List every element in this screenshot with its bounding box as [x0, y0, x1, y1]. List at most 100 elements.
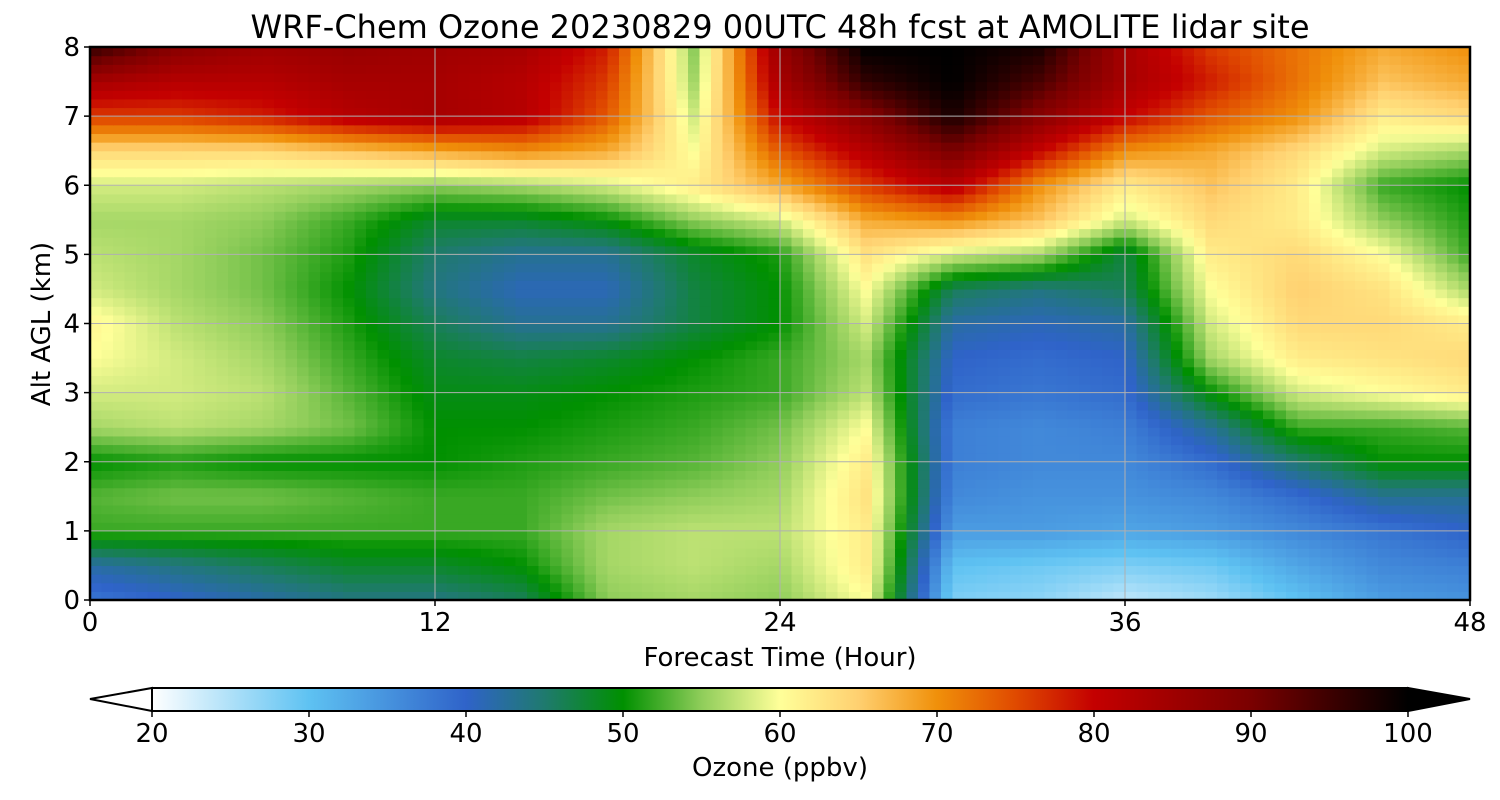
heatmap-cell: [182, 323, 195, 333]
heatmap-cell: [308, 254, 321, 264]
heatmap-cell: [251, 306, 264, 316]
heatmap-cell: [1171, 435, 1184, 446]
heatmap-cell: [688, 263, 701, 273]
heatmap-cell: [423, 271, 436, 281]
heatmap-cell: [1389, 418, 1402, 428]
heatmap-cell: [1401, 556, 1414, 567]
heatmap-cell: [228, 418, 241, 428]
heatmap-cell: [1136, 332, 1149, 342]
heatmap-cell: [1205, 522, 1218, 532]
heatmap-cell: [527, 254, 540, 264]
heatmap-cell: [320, 306, 333, 316]
heatmap-cell: [849, 314, 862, 325]
heatmap-cell: [757, 582, 770, 592]
heatmap-cell: [952, 427, 965, 437]
heatmap-cell: [630, 496, 643, 506]
heatmap-cell: [274, 435, 287, 446]
heatmap-cell: [308, 453, 321, 463]
heatmap-cell: [354, 522, 367, 532]
heatmap-cell: [1010, 314, 1023, 325]
heatmap-cell: [757, 271, 770, 281]
heatmap-cell: [481, 409, 494, 420]
heatmap-cell: [837, 383, 850, 394]
heatmap-cell: [1435, 513, 1448, 523]
heatmap-cell: [688, 461, 701, 471]
heatmap-cell: [941, 306, 954, 316]
heatmap-cell: [1251, 306, 1264, 316]
heatmap-cell: [101, 496, 114, 506]
heatmap-cell: [1033, 582, 1046, 592]
heatmap-cell: [665, 444, 678, 454]
heatmap-cell: [446, 444, 459, 454]
heatmap-cell: [952, 461, 965, 471]
heatmap-cell: [481, 444, 494, 454]
heatmap-cell: [1079, 288, 1092, 299]
heatmap-cell: [1125, 314, 1138, 325]
heatmap-cell: [308, 383, 321, 394]
heatmap-cell: [1159, 522, 1172, 532]
heatmap-cell: [527, 461, 540, 471]
heatmap-cell: [1113, 340, 1126, 351]
heatmap-cell: [515, 340, 528, 351]
heatmap-cell: [481, 496, 494, 506]
heatmap-cell: [573, 263, 586, 273]
heatmap-cell: [964, 366, 977, 376]
heatmap-cell: [366, 280, 379, 290]
heatmap-cell: [860, 349, 873, 359]
heatmap-cell: [101, 565, 114, 575]
heatmap-cell: [826, 539, 839, 549]
heatmap-cell: [1079, 444, 1092, 454]
heatmap-cell: [389, 461, 402, 471]
heatmap-cell: [1056, 487, 1069, 497]
heatmap-cell: [1090, 479, 1103, 489]
heatmap-cell: [757, 591, 770, 600]
heatmap-cell: [1458, 461, 1470, 471]
heatmap-cell: [768, 461, 781, 471]
heatmap-cell: [872, 401, 885, 411]
heatmap-cell: [1366, 513, 1379, 523]
heatmap-cell: [1217, 375, 1230, 385]
heatmap-cell: [1079, 254, 1092, 264]
heatmap-cell: [596, 280, 609, 290]
heatmap-cell: [458, 539, 471, 549]
heatmap-cell: [745, 358, 758, 368]
heatmap-cell: [1113, 591, 1126, 600]
heatmap-cell: [780, 358, 793, 368]
heatmap-cell: [1447, 444, 1460, 454]
heatmap-cell: [1171, 340, 1184, 351]
heatmap-cell: [113, 358, 126, 368]
heatmap-cell: [803, 349, 816, 359]
heatmap-cell: [584, 383, 597, 394]
heatmap-cell: [1205, 263, 1218, 273]
heatmap-cell: [757, 297, 770, 307]
heatmap-cell: [941, 453, 954, 463]
heatmap-cell: [630, 366, 643, 376]
heatmap-cell: [665, 383, 678, 394]
heatmap-cell: [205, 427, 218, 437]
heatmap-cell: [1412, 470, 1425, 480]
heatmap-cell: [1113, 409, 1126, 420]
heatmap-cell: [492, 306, 505, 316]
heatmap-cell: [814, 530, 827, 541]
heatmap-cell: [1320, 340, 1333, 351]
heatmap-cell: [734, 263, 747, 273]
heatmap-cell: [170, 409, 183, 420]
heatmap-cell: [676, 392, 689, 402]
heatmap-cell: [1424, 574, 1437, 584]
heatmap-cell: [504, 513, 517, 523]
heatmap-cell: [1320, 435, 1333, 446]
heatmap-cell: [377, 435, 390, 446]
heatmap-cell: [860, 530, 873, 541]
heatmap-cell: [1102, 427, 1115, 437]
heatmap-cell: [1274, 496, 1287, 506]
heatmap-cell: [147, 280, 160, 290]
heatmap-cell: [1458, 288, 1470, 299]
heatmap-cell: [757, 245, 770, 255]
heatmap-cell: [113, 245, 126, 255]
heatmap-cell: [1228, 306, 1241, 316]
heatmap-cell: [1090, 444, 1103, 454]
heatmap-cell: [642, 504, 655, 515]
heatmap-cell: [975, 392, 988, 402]
heatmap-cell: [711, 513, 724, 523]
heatmap-cell: [239, 591, 252, 600]
